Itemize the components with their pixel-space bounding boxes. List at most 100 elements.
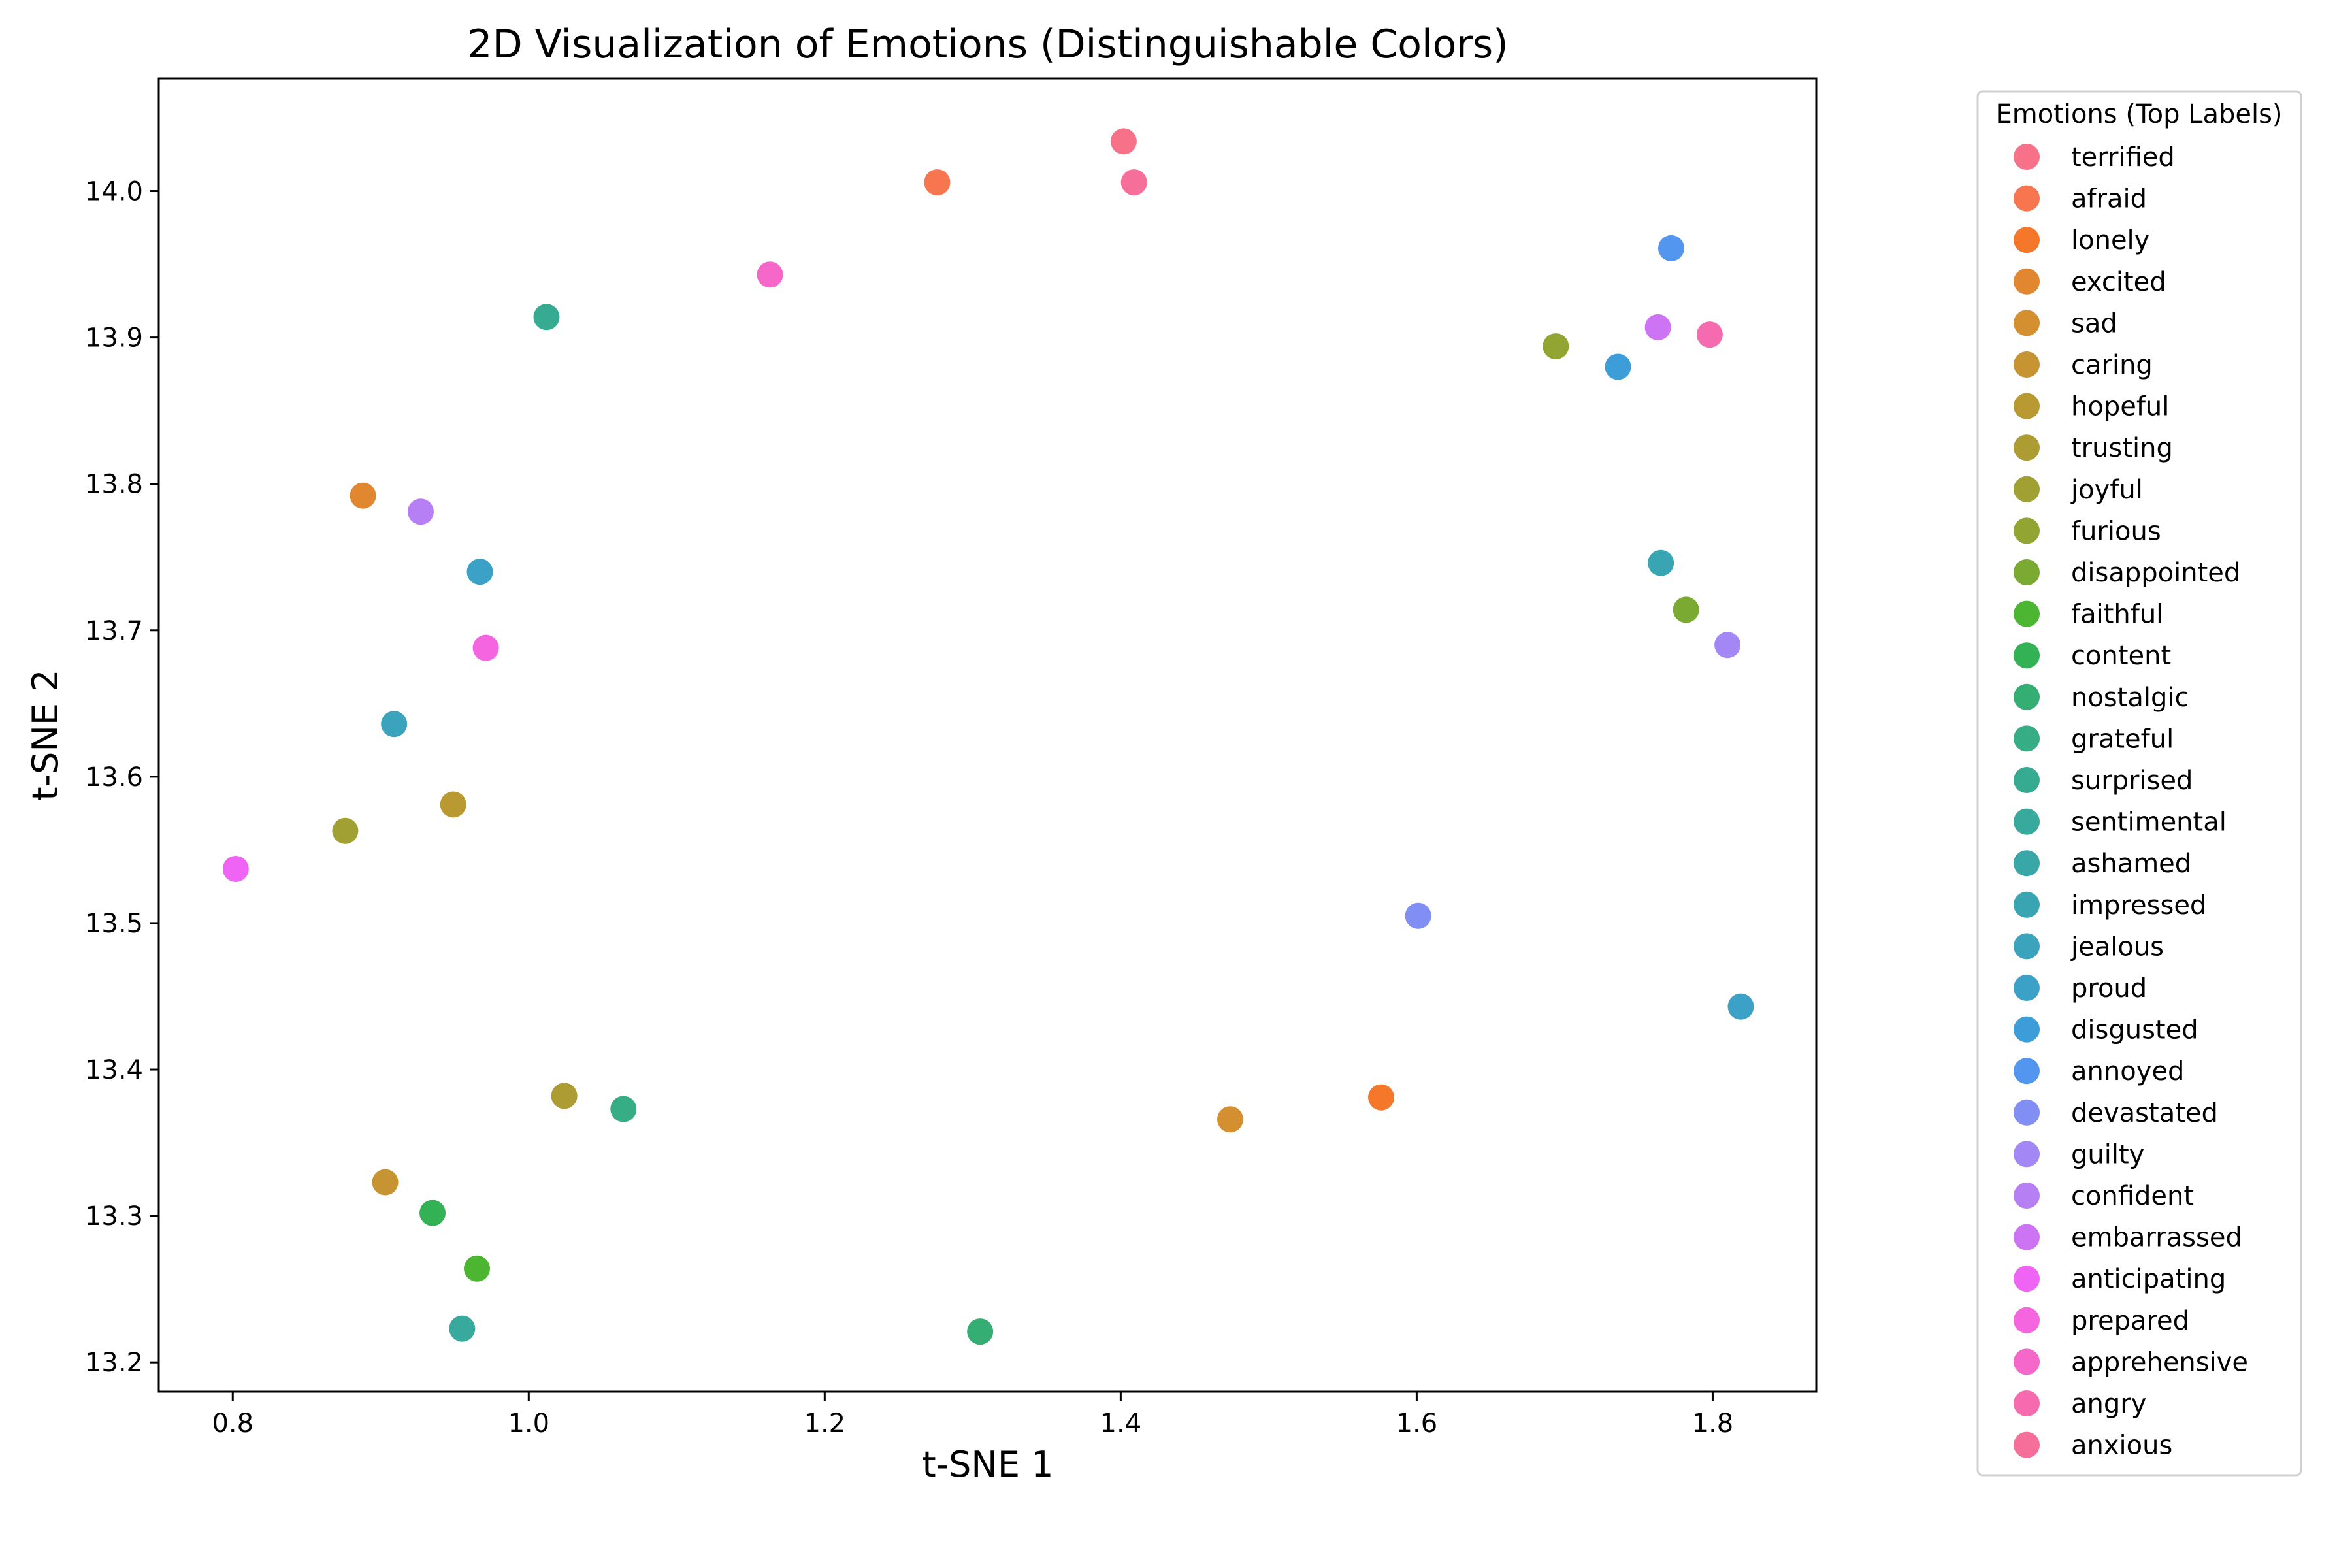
point-joyful	[332, 817, 359, 844]
legend-label-excited: excited	[2071, 267, 2166, 297]
point-terrified	[1110, 128, 1137, 155]
legend-marker-prepared	[2014, 1307, 2040, 1333]
point-sad	[1217, 1106, 1243, 1133]
legend: Emotions (Top Labels) terrified afraid lon…	[1976, 90, 2302, 1477]
legend-marker-content	[2014, 642, 2040, 669]
legend-label-nostalgic: nostalgic	[2071, 683, 2189, 713]
legend-marker-anxious	[2014, 1431, 2040, 1458]
legend-label-impressed: impressed	[2071, 890, 2206, 921]
legend-label-annoyed: annoyed	[2071, 1056, 2184, 1086]
point-caring	[372, 1169, 399, 1196]
y-tick-label: 13.2	[85, 1348, 143, 1378]
legend-label-caring: caring	[2071, 350, 2153, 380]
y-tick-label: 13.6	[85, 762, 143, 792]
legend-label-faithful: faithful	[2071, 600, 2163, 630]
legend-label-anticipating: anticipating	[2071, 1264, 2226, 1294]
legend-marker-devastated	[2014, 1099, 2040, 1126]
point-hopeful	[440, 791, 466, 818]
legend-marker-ashamed	[2014, 850, 2040, 877]
x-tick-label: 1.6	[1396, 1409, 1438, 1439]
point-faithful	[464, 1255, 491, 1282]
point-devastated	[1405, 902, 1431, 929]
legend-label-proud: proud	[2071, 973, 2147, 1004]
legend-label-trusting: trusting	[2071, 433, 2173, 463]
legend-marker-excited	[2014, 268, 2040, 295]
legend-marker-caring	[2014, 351, 2040, 378]
x-axis: 0.8 1.0 1.2 1.4 1.6 1.8	[212, 1392, 1733, 1439]
legend-marker-embarrassed	[2014, 1224, 2040, 1250]
legend-marker-afraid	[2014, 185, 2040, 212]
legend-marker-hopeful	[2014, 393, 2040, 419]
legend-marker-disappointed	[2014, 559, 2040, 585]
legend-label-anxious: anxious	[2071, 1431, 2172, 1461]
y-tick-label: 13.7	[85, 616, 143, 646]
legend-label-guilty: guilty	[2071, 1139, 2144, 1169]
y-tick-label: 13.8	[85, 470, 143, 500]
legend-marker-apprehensive	[2014, 1348, 2040, 1375]
points-layer	[222, 128, 1754, 1345]
y-tick-label: 13.4	[85, 1055, 143, 1085]
legend-label-embarrassed: embarrassed	[2071, 1223, 2242, 1253]
point-guilty	[1714, 632, 1741, 659]
point-proud	[1727, 993, 1754, 1020]
legend-label-prepared: prepared	[2071, 1306, 2189, 1336]
legend-label-jealous: jealous	[2070, 932, 2164, 962]
legend-marker-nostalgic	[2014, 683, 2040, 710]
x-axis-label: t-SNE 1	[923, 1444, 1054, 1485]
point-trusting	[551, 1083, 578, 1109]
legend-marker-guilty	[2014, 1141, 2040, 1168]
legend-items: terrified afraid lonely excited sad caring hop…	[2014, 142, 2248, 1461]
y-tick-label: 13.5	[85, 909, 143, 939]
chart-title: 2D Visualization of Emotions (Distinguis…	[467, 22, 1508, 67]
legend-label-sad: sad	[2071, 308, 2117, 338]
point-angry	[1696, 321, 1723, 348]
legend-label-apprehensive: apprehensive	[2071, 1347, 2248, 1377]
point-disappointed	[1673, 596, 1699, 623]
legend-label-surprised: surprised	[2071, 766, 2193, 796]
legend-label-joyful: joyful	[2070, 475, 2143, 505]
point-anxious	[1120, 169, 1147, 196]
point-anticipating	[222, 856, 249, 883]
point-proud	[466, 559, 493, 585]
point-confident	[407, 498, 434, 525]
legend-title: Emotions (Top Labels)	[1995, 99, 2282, 129]
legend-label-furious: furious	[2071, 516, 2161, 546]
point-lonely	[1368, 1084, 1395, 1111]
legend-label-grateful: grateful	[2071, 724, 2174, 754]
point-furious	[1543, 333, 1569, 360]
legend-marker-trusting	[2014, 434, 2040, 461]
point-embarrassed	[1644, 314, 1671, 340]
legend-marker-furious	[2014, 517, 2040, 544]
legend-label-sentimental: sentimental	[2071, 808, 2227, 838]
x-tick-label: 1.2	[804, 1409, 846, 1439]
legend-marker-proud	[2014, 975, 2040, 1001]
legend-marker-grateful	[2014, 725, 2040, 752]
legend-label-ashamed: ashamed	[2071, 849, 2191, 879]
x-tick-label: 1.8	[1692, 1409, 1734, 1439]
legend-label-lonely: lonely	[2071, 225, 2149, 255]
point-jealous	[381, 711, 408, 738]
legend-label-content: content	[2071, 641, 2171, 671]
y-axis: 13.2 13.3 13.4 13.5 13.6 13.7 13.8 13.9 14.0	[85, 177, 159, 1378]
legend-marker-terrified	[2014, 144, 2040, 170]
y-tick-label: 14.0	[85, 177, 143, 207]
y-tick-label: 13.3	[85, 1201, 143, 1232]
y-tick-label: 13.9	[85, 323, 143, 353]
legend-label-terrified: terrified	[2071, 142, 2175, 172]
x-tick-label: 1.4	[1100, 1409, 1142, 1439]
legend-marker-faithful	[2014, 600, 2040, 627]
legend-marker-lonely	[2014, 227, 2040, 253]
legend-label-disgusted: disgusted	[2071, 1015, 2198, 1045]
legend-marker-jealous	[2014, 933, 2040, 960]
point-afraid	[924, 169, 951, 196]
legend-marker-disgusted	[2014, 1016, 2040, 1043]
x-tick-label: 0.8	[212, 1409, 253, 1439]
x-tick-label: 1.0	[508, 1409, 549, 1439]
point-excited	[350, 482, 376, 509]
plot-frame	[157, 77, 1818, 1393]
legend-marker-anticipating	[2014, 1266, 2040, 1292]
legend-box	[1976, 90, 2302, 1477]
legend-label-confident: confident	[2071, 1181, 2194, 1211]
y-axis-label: t-SNE 2	[25, 670, 66, 801]
point-surprised	[533, 304, 560, 331]
